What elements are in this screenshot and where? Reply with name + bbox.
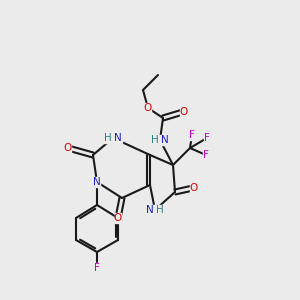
Bar <box>190 183 196 193</box>
Text: N: N <box>161 135 169 145</box>
Text: O: O <box>189 183 197 193</box>
Bar <box>94 263 100 273</box>
Bar <box>151 135 169 145</box>
Bar <box>189 130 195 140</box>
Text: O: O <box>64 143 72 153</box>
Text: F: F <box>189 130 195 140</box>
Bar <box>65 143 71 153</box>
Text: H: H <box>156 205 164 215</box>
Text: O: O <box>179 107 187 117</box>
Text: N: N <box>93 177 101 187</box>
Text: N: N <box>114 133 122 143</box>
Text: N: N <box>146 205 154 215</box>
Text: O: O <box>114 213 122 223</box>
Bar <box>115 213 121 223</box>
Bar <box>180 107 186 117</box>
Text: O: O <box>144 103 152 113</box>
Bar <box>146 205 164 215</box>
Bar <box>104 133 122 143</box>
Bar <box>203 150 209 160</box>
Bar <box>145 103 151 113</box>
Text: H: H <box>151 135 159 145</box>
Bar <box>204 133 210 143</box>
Text: F: F <box>94 263 100 273</box>
Text: F: F <box>204 133 210 143</box>
Text: H: H <box>104 133 112 143</box>
Bar <box>94 177 100 187</box>
Text: F: F <box>203 150 209 160</box>
